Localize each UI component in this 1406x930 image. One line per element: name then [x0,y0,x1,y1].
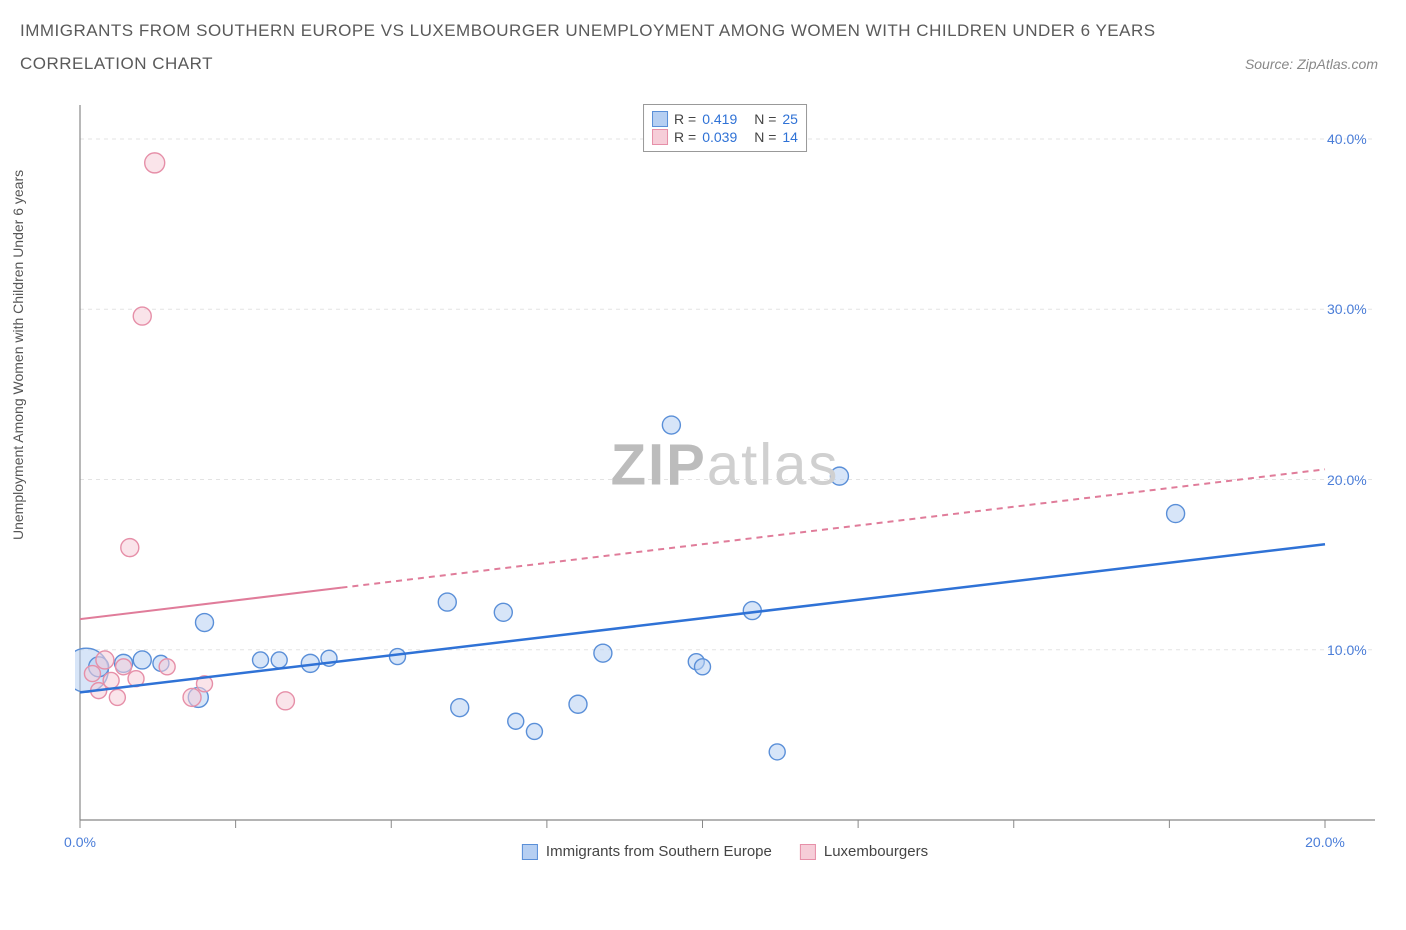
y-tick-label: 40.0% [1327,131,1371,147]
legend-swatch [652,129,668,145]
scatter-chart-svg [75,100,1375,860]
plot-area: ZIPatlas R =0.419N =25R =0.039N =14 0.0%… [75,100,1375,860]
legend-series-item: Luxembourgers [800,843,928,860]
chart-title-line2: CORRELATION CHART [20,54,1386,74]
legend-swatch [522,844,538,860]
legend-stats-row: R =0.039N =14 [652,129,798,145]
y-axis-label: Unemployment Among Women with Children U… [10,170,26,540]
legend-stats-row: R =0.419N =25 [652,111,798,127]
x-tick-label: 0.0% [64,834,96,850]
legend-swatch [652,111,668,127]
chart-title-line1: IMMIGRANTS FROM SOUTHERN EUROPE VS LUXEM… [20,18,1386,44]
y-tick-label: 10.0% [1327,642,1371,658]
legend-stats: R =0.419N =25 R =0.039N =14 [643,104,807,152]
y-tick-label: 20.0% [1327,472,1371,488]
source-attribution: Source: ZipAtlas.com [1245,56,1378,72]
y-tick-label: 30.0% [1327,301,1371,317]
chart-container: Unemployment Among Women with Children U… [20,100,1390,900]
x-tick-label: 20.0% [1305,834,1345,850]
legend-series: Immigrants from Southern Europe Luxembour… [522,843,928,860]
legend-swatch [800,844,816,860]
legend-series-item: Immigrants from Southern Europe [522,843,772,860]
